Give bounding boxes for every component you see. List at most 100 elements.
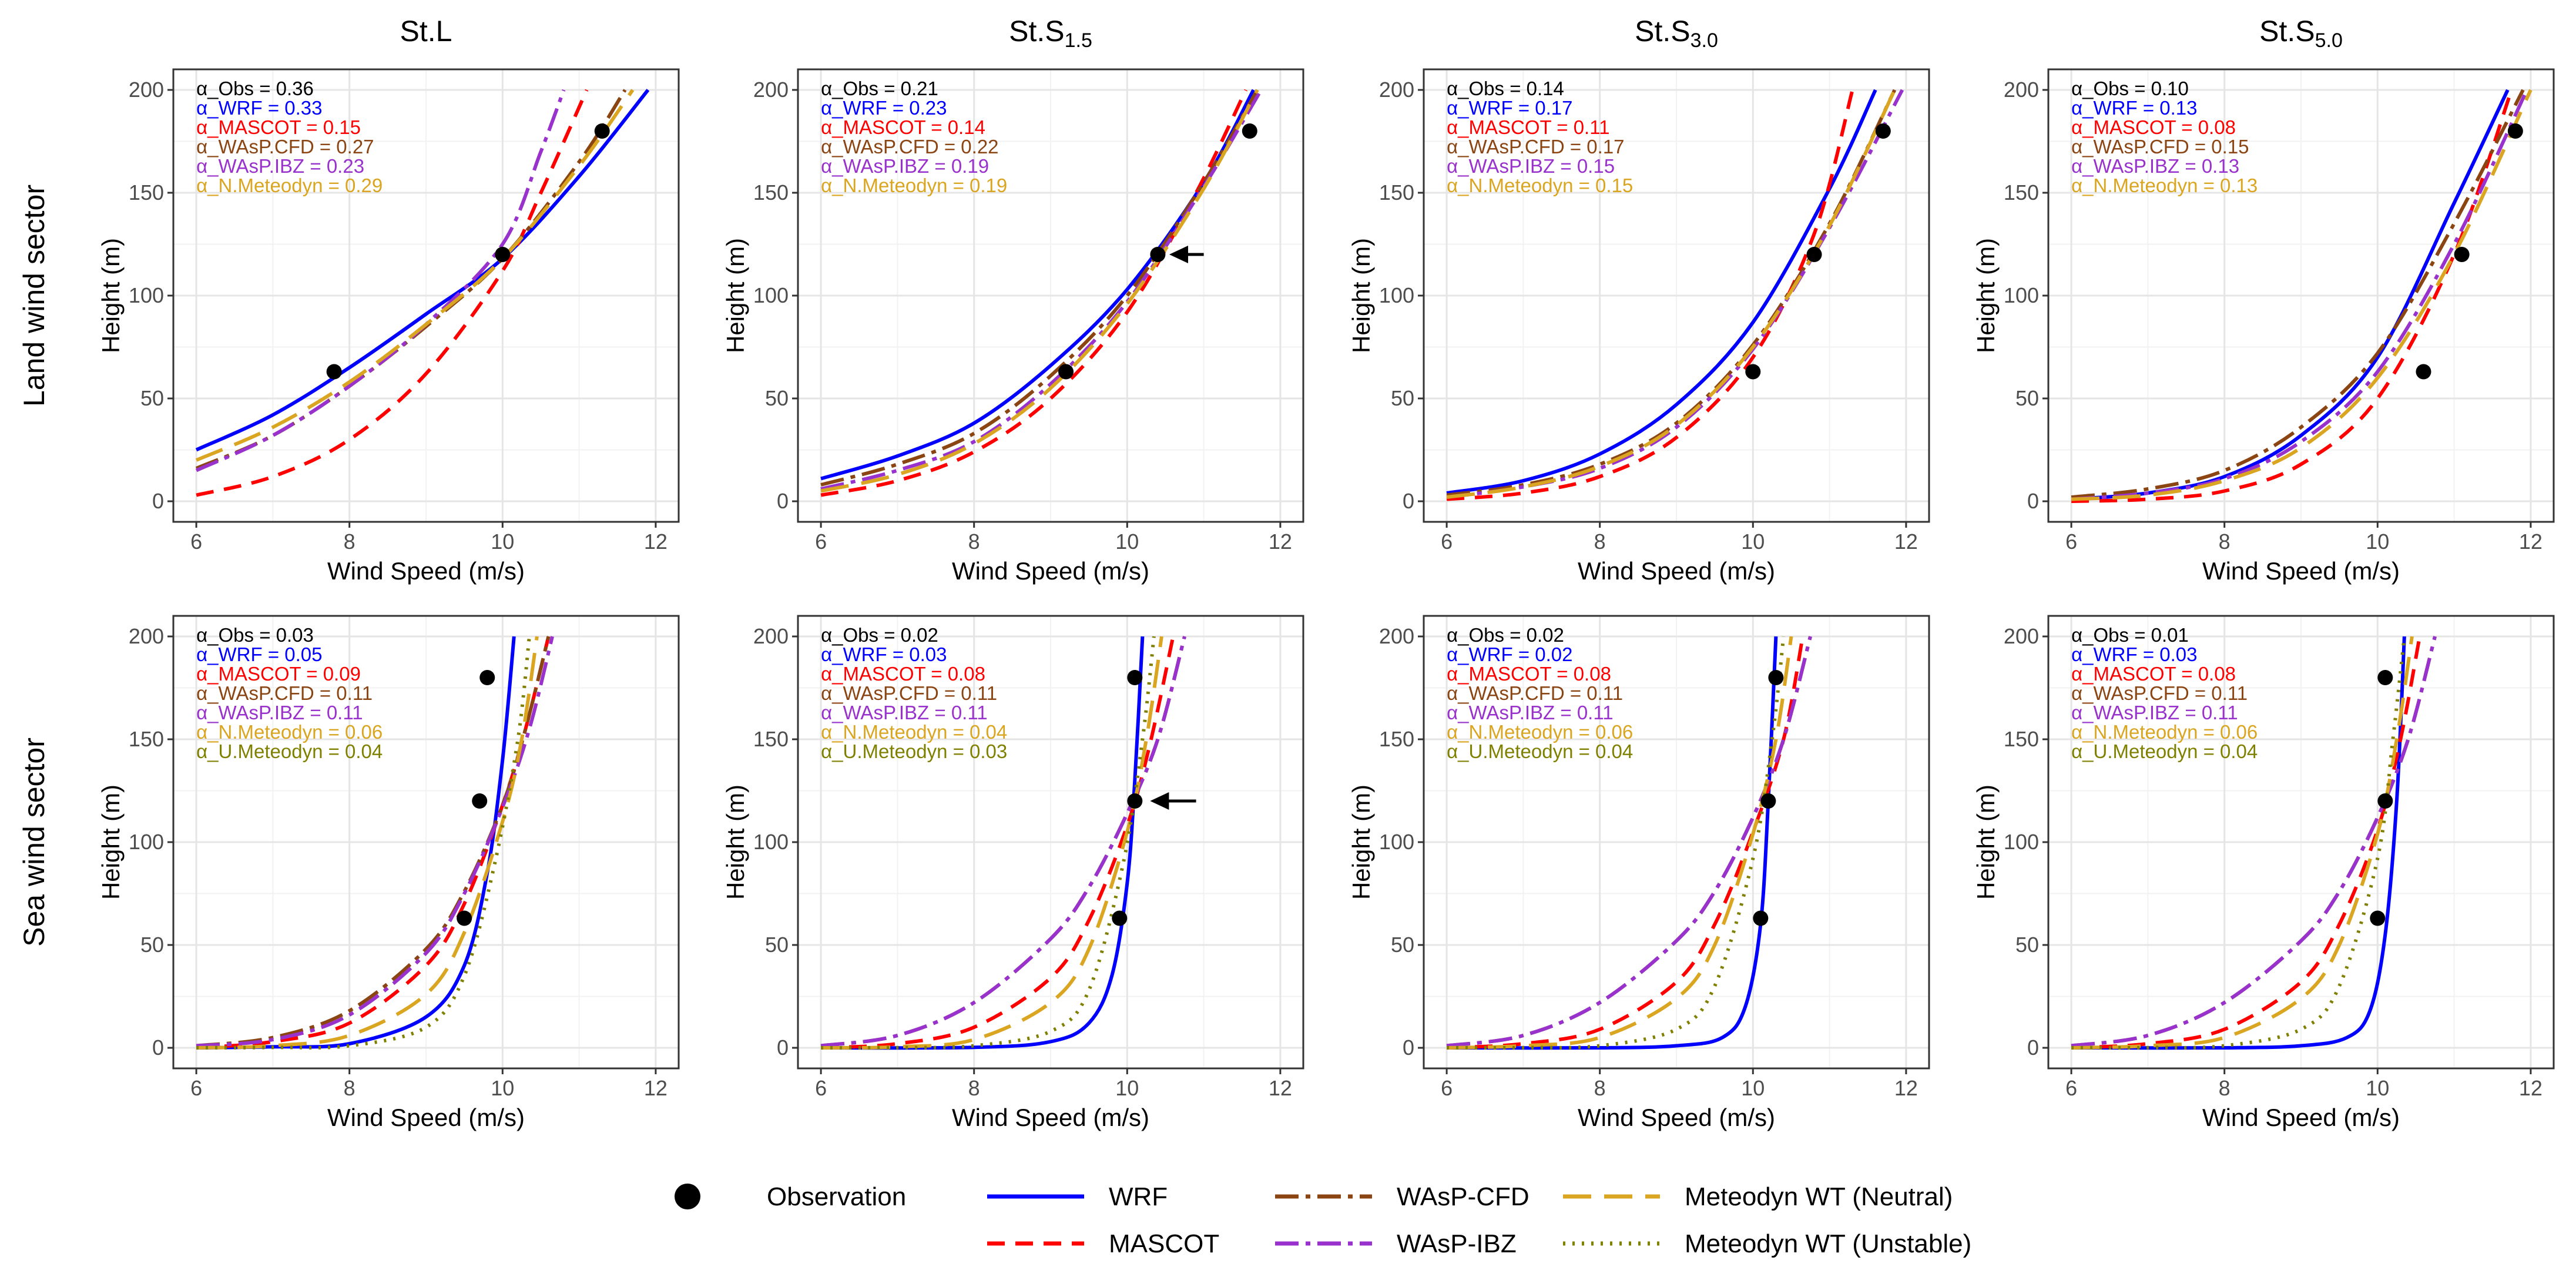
panel-0-2: 6 8 10 12 0 50 100 150 200 α_Obs = 0.14α_WRF = 0.… [1347,68,1930,585]
y-tick-label: 0 [152,489,164,513]
alpha-label-observation: α_Obs = 0.01 [2071,624,2189,646]
y-axis-label: Height (m) [1972,238,2000,353]
x-axis-label: Wind Speed (m/s) [952,1104,1149,1131]
panel-1-2: 6 8 10 12 0 50 100 150 200 α_Obs = 0.02α_WRF = 0.… [1347,615,1930,1131]
x-tick-label: 12 [1894,1076,1918,1100]
series-line-wasp-ibz [2071,89,2529,501]
observation-point [2507,123,2523,139]
x-tick-label: 12 [1269,1076,1292,1100]
alpha-label-meteodyn-wt-neutral: α_N.Meteodyn = 0.04 [821,721,1007,743]
observation-point [1806,247,1822,262]
y-tick-label: 100 [129,283,164,307]
alpha-label-meteodyn-wt-unstable: α_U.Meteodyn = 0.03 [821,740,1007,762]
plot-border [172,68,680,523]
alpha-label-wrf: α_WRF = 0.03 [2071,643,2197,665]
alpha-label-wrf: α_WRF = 0.17 [1447,97,1572,119]
alpha-label-wasp-cfd: α_WAsP.CFD = 0.22 [821,136,998,157]
legend-label: Observation [767,1182,906,1211]
alpha-label-wrf: α_WRF = 0.05 [196,643,322,665]
alpha-label-meteodyn-wt-neutral: α_N.Meteodyn = 0.19 [821,175,1007,196]
series-group [2071,636,2437,1050]
row-label-sea-wind-sector: Sea wind sector [18,738,51,947]
series-group [196,636,554,1050]
plot-border [172,615,680,1070]
observation-point [1760,793,1776,809]
y-tick-label: 150 [2004,727,2039,751]
y-tick-label: 200 [129,624,164,648]
alpha-label-wasp-cfd: α_WAsP.CFD = 0.15 [2071,136,2249,157]
y-tick-label: 200 [1379,78,1414,102]
alpha-label-wasp-cfd: α_WAsP.CFD = 0.11 [196,682,373,704]
series-line-wrf [195,89,650,452]
series-line-wrf [2071,636,2406,1050]
x-tick-label: 8 [968,1076,980,1100]
alpha-label-wasp-ibz: α_WAsP.IBZ = 0.11 [2071,702,2238,723]
alpha-label-wasp-cfd: α_WAsP.CFD = 0.17 [1447,136,1624,157]
plot-border [1423,68,1930,523]
panel-1-1: 6 8 10 12 0 50 100 150 200 α_Obs = 0.02α_WRF = 0.… [722,615,1304,1131]
legend-item-wrf: WRF [987,1182,1168,1211]
alpha-label-observation: α_Obs = 0.02 [1447,624,1564,646]
series-group [2071,89,2533,503]
x-tick-label: 6 [1441,529,1453,554]
observation-point [495,247,511,262]
y-tick-label: 200 [753,78,789,102]
y-axis-label: Height (m) [1347,785,1375,900]
x-tick-label: 10 [491,529,514,554]
x-tick-label: 8 [2219,1076,2230,1100]
x-tick-label: 8 [344,529,355,554]
y-tick-label: 150 [753,180,789,205]
x-tick-label: 6 [190,1076,202,1100]
legend-label: Meteodyn WT (Neutral) [1685,1182,1953,1211]
alpha-label-mascot: α_MASCOT = 0.11 [1447,116,1609,138]
alpha-label-meteodyn-wt-unstable: α_U.Meteodyn = 0.04 [2071,740,2258,762]
x-tick-label: 8 [2219,529,2230,554]
series-line-meteodyn-wt-neutral [1447,636,1793,1050]
series-line-wasp-ibz [2071,636,2437,1048]
y-tick-label: 200 [753,624,789,648]
x-tick-label: 10 [1741,1076,1765,1100]
y-tick-label: 0 [1403,1035,1414,1060]
alpha-label-mascot: α_MASCOT = 0.14 [821,116,985,138]
panel-0-3: 6 8 10 12 0 50 100 150 200 α_Obs = 0.10α_WRF = 0.… [1972,68,2555,585]
observation-point [1127,670,1143,685]
alpha-label-meteodyn-wt-unstable: α_U.Meteodyn = 0.04 [196,740,383,762]
alpha-label-meteodyn-wt-neutral: α_N.Meteodyn = 0.13 [2071,175,2258,196]
observation-point [1875,123,1891,139]
series-line-mascot [2071,89,2514,503]
series-line-mascot [196,89,589,497]
y-axis-label: Height (m) [1972,785,2000,900]
series-line-mascot [820,636,1175,1050]
legend-item-meteodyn-wt-neutral: Meteodyn WT (Neutral) [1563,1182,1953,1211]
series-line-meteodyn-wt-unstable [196,636,531,1050]
alpha-label-wasp-ibz: α_WAsP.IBZ = 0.15 [1447,155,1615,177]
alpha-label-wasp-cfd: α_WAsP.CFD = 0.27 [196,136,374,157]
x-tick-label: 8 [1594,529,1606,554]
series-line-meteodyn-wt-neutral [2071,636,2414,1050]
alpha-label-wasp-cfd: α_WAsP.CFD = 0.11 [2071,682,2248,704]
series-line-mascot [2071,636,2421,1050]
row-label-land-wind-sector: Land wind sector [18,185,51,407]
observation-point [472,793,488,809]
plot-border [797,68,1304,523]
observation-point [594,123,610,139]
y-tick-label: 150 [129,180,164,205]
x-axis-label: Wind Speed (m/s) [2202,557,2400,585]
legend-label: MASCOT [1109,1229,1219,1258]
y-tick-label: 0 [777,489,789,513]
alpha-label-meteodyn-wt-unstable: α_U.Meteodyn = 0.04 [1447,740,1633,762]
alpha-label-meteodyn-wt-neutral: α_N.Meteodyn = 0.06 [2071,721,2258,743]
legend-label: WAsP-CFD [1397,1182,1530,1211]
x-tick-label: 10 [2366,1076,2389,1100]
alpha-label-wasp-cfd: α_WAsP.CFD = 0.11 [1447,682,1623,704]
y-tick-label: 200 [2004,78,2039,102]
series-line-wrf [196,636,516,1050]
observation-point [1127,793,1143,809]
x-tick-label: 12 [2519,529,2543,554]
y-tick-label: 50 [765,386,789,410]
series-line-meteodyn-wt-neutral [2071,89,2533,501]
legend-item-meteodyn-wt-unstable: Meteodyn WT (Unstable) [1563,1229,1971,1258]
series-line-mascot [1446,89,1854,501]
x-tick-label: 6 [2065,529,2077,554]
alpha-label-wrf: α_WRF = 0.13 [2071,97,2197,119]
